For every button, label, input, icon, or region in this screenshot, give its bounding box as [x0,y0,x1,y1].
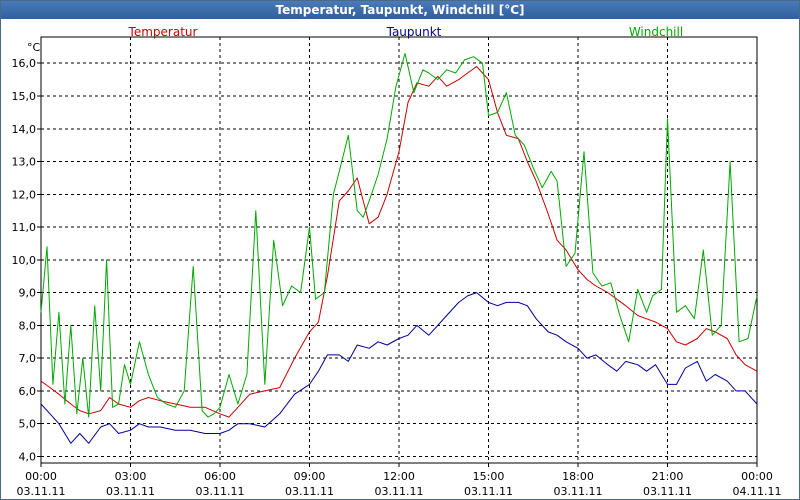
x-tick-label-date: 03.11.11 [643,485,692,498]
legend: Temperatur Taupunkt Windchill [128,25,684,39]
x-tick-label-time: 21:00 [652,470,684,483]
series-line-windchill [40,52,758,418]
y-tick-label: 16,0 [12,57,37,70]
series-line-taupunkt [40,292,758,444]
y-tick-label: 14,0 [12,123,37,136]
x-tick-label-time: 12:00 [383,470,415,483]
y-tick-label: 7,0 [19,352,37,365]
series-lines [40,52,758,444]
y-tick-label: 4,0 [19,450,37,463]
x-tick-label-date: 04.11.11 [733,485,782,498]
legend-temperatur: Temperatur [128,25,198,39]
y-axis-label: °C [27,41,41,54]
x-tick-label-date: 03.11.11 [464,485,513,498]
x-tick-label-time: 06:00 [204,470,236,483]
y-tick-label: 9,0 [19,287,37,300]
x-tick-label-time: 00:00 [25,470,57,483]
legend-windchill: Windchill [629,25,683,39]
y-tick-label: 8,0 [19,319,37,332]
y-tick-label: 6,0 [19,385,37,398]
x-tick-label-date: 03.11.11 [554,485,603,498]
series-line-temperatur [40,66,758,418]
y-tick-label: 10,0 [12,254,37,267]
x-tick-label-date: 03.11.11 [106,485,155,498]
y-tick-label: 12,0 [12,188,37,201]
chart-title: Temperatur, Taupunkt, Windchill [°C] [1,1,799,19]
x-tick-label-date: 03.11.11 [375,485,424,498]
x-tick-label-date: 03.11.11 [196,485,245,498]
x-tick-label-time: 09:00 [294,470,326,483]
legend-taupunkt: Taupunkt [386,25,442,39]
x-tick-label-time: 03:00 [115,470,147,483]
y-tick-label: 15,0 [12,90,37,103]
grid [41,37,757,463]
x-tick-label-time: 18:00 [562,470,594,483]
x-axis: 00:00 03.11.11 03:00 03.11.11 06:00 03.11.11 0… [17,463,782,498]
y-tick-label: 13,0 [12,156,37,169]
y-axis: 4,0 5,0 6,0 7,0 8,0 9,0 10,0 11,0 12,0 13,0 14,0 15… [12,57,41,463]
x-tick-label-date: 03.11.11 [17,485,66,498]
y-tick-label: 5,0 [19,418,37,431]
x-tick-label-time: 15:00 [473,470,505,483]
x-tick-label-date: 03.11.11 [285,485,334,498]
x-tick-label-time: 00:00 [741,470,773,483]
y-tick-label: 11,0 [12,221,37,234]
